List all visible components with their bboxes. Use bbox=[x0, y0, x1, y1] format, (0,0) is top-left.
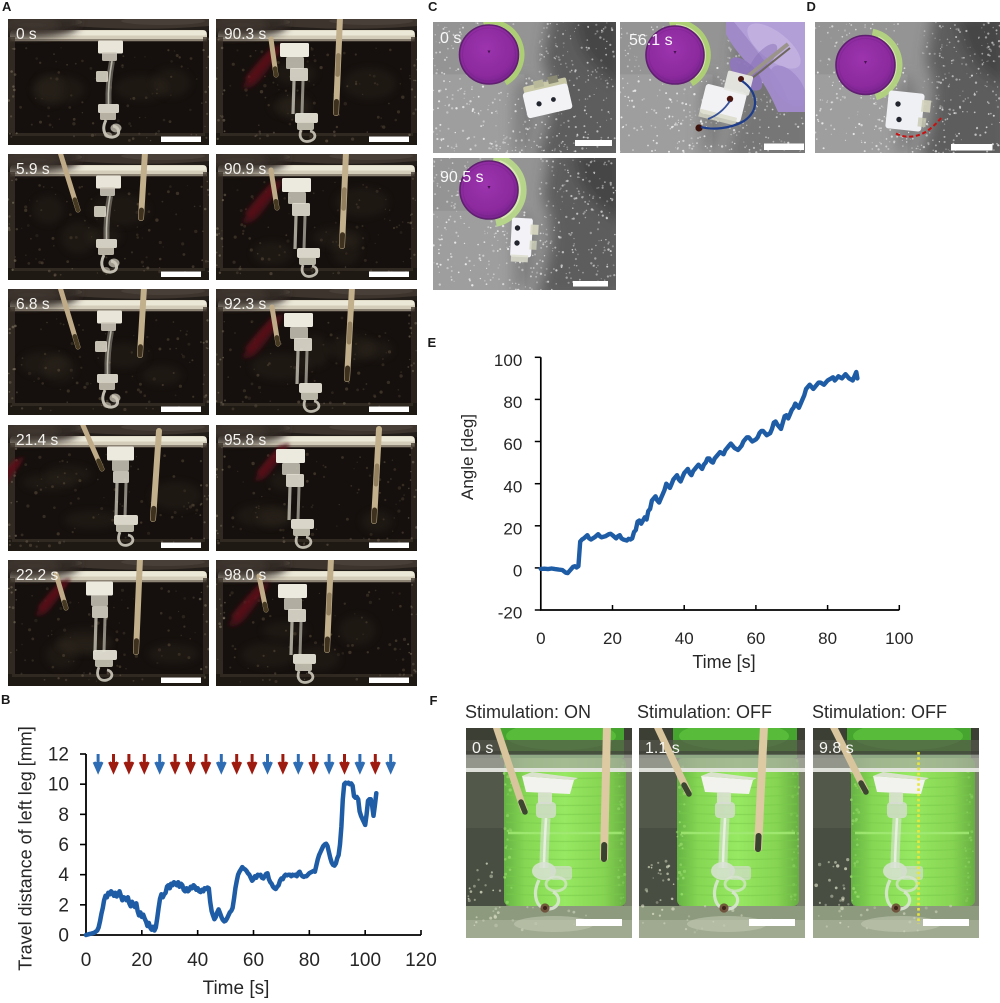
svg-text:0: 0 bbox=[513, 562, 522, 581]
svg-text:40: 40 bbox=[675, 629, 694, 648]
svg-text:90.9 s: 90.9 s bbox=[224, 161, 266, 178]
svg-text:22.2 s: 22.2 s bbox=[16, 567, 58, 584]
svg-text:80: 80 bbox=[503, 393, 522, 412]
svg-text:60: 60 bbox=[503, 435, 522, 454]
svg-text:9.8 s: 9.8 s bbox=[819, 740, 854, 757]
svg-text:20: 20 bbox=[503, 520, 522, 539]
svg-text:20: 20 bbox=[603, 629, 622, 648]
svg-text:20: 20 bbox=[131, 950, 152, 971]
svg-text:2: 2 bbox=[58, 895, 69, 916]
svg-text:60: 60 bbox=[243, 950, 264, 971]
svg-text:1.1 s: 1.1 s bbox=[645, 740, 680, 757]
svg-text:0 s: 0 s bbox=[440, 30, 461, 47]
svg-text:90.5 s: 90.5 s bbox=[440, 169, 484, 186]
svg-text:100: 100 bbox=[349, 950, 381, 971]
svg-text:4: 4 bbox=[58, 865, 69, 886]
svg-text:10: 10 bbox=[48, 775, 69, 796]
svg-text:80: 80 bbox=[818, 629, 837, 648]
svg-text:90.3 s: 90.3 s bbox=[224, 26, 266, 43]
svg-text:56.1 s: 56.1 s bbox=[629, 32, 673, 49]
svg-text:80: 80 bbox=[299, 950, 320, 971]
svg-text:92.3 s: 92.3 s bbox=[224, 296, 266, 313]
svg-text:0: 0 bbox=[58, 926, 69, 947]
svg-text:120: 120 bbox=[405, 950, 437, 971]
svg-text:100: 100 bbox=[494, 351, 522, 370]
svg-text:0 s: 0 s bbox=[472, 740, 493, 757]
svg-text:21.4 s: 21.4 s bbox=[16, 432, 58, 449]
svg-text:0 s: 0 s bbox=[16, 26, 37, 43]
svg-text:40: 40 bbox=[503, 477, 522, 496]
svg-text:98.0 s: 98.0 s bbox=[224, 567, 266, 584]
svg-text:6.8 s: 6.8 s bbox=[16, 296, 50, 313]
svg-text:0: 0 bbox=[81, 950, 92, 971]
svg-text:0: 0 bbox=[536, 629, 545, 648]
svg-text:5.9 s: 5.9 s bbox=[16, 161, 50, 178]
svg-text:100: 100 bbox=[885, 629, 913, 648]
svg-text:40: 40 bbox=[187, 950, 208, 971]
svg-text:60: 60 bbox=[746, 629, 765, 648]
svg-text:6: 6 bbox=[58, 835, 69, 856]
svg-text:-20: -20 bbox=[498, 604, 523, 623]
svg-text:95.8 s: 95.8 s bbox=[224, 432, 266, 449]
svg-text:12: 12 bbox=[48, 745, 69, 766]
svg-text:8: 8 bbox=[58, 805, 69, 826]
